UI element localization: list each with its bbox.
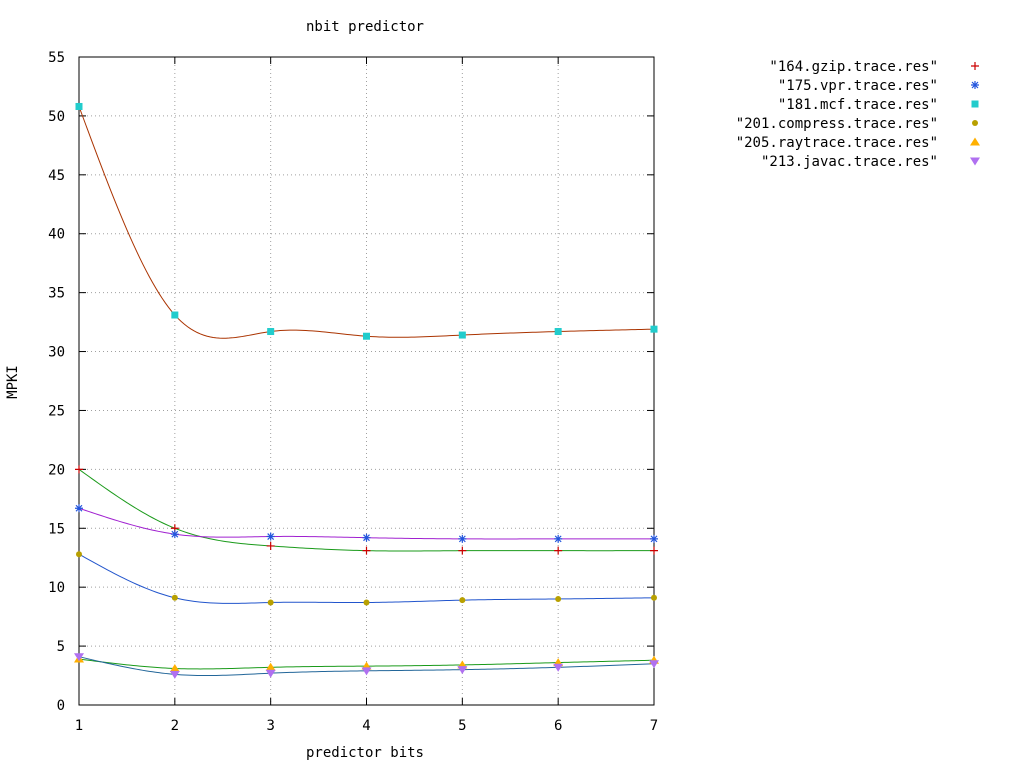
data-point-square <box>458 331 466 339</box>
series-curves <box>78 106 655 677</box>
data-point-asterisk <box>266 532 275 541</box>
data-point-asterisk <box>362 533 371 542</box>
data-point-circle <box>363 599 370 606</box>
data-point-circle <box>76 551 82 558</box>
y-tick-label: 5 <box>57 639 65 655</box>
y-tick-label: 0 <box>57 698 65 714</box>
data-point-square <box>554 328 562 336</box>
data-point-circle <box>555 595 562 602</box>
data-point-triangle-up <box>169 663 180 672</box>
data-point-triangle-down <box>457 666 468 675</box>
data-point-plus <box>554 546 563 555</box>
y-tick-label: 35 <box>48 286 65 302</box>
y-tick-label: 45 <box>48 168 65 184</box>
x-tick-label: 1 <box>75 718 83 734</box>
data-point-square <box>971 100 979 108</box>
x-tick-label: 2 <box>171 718 179 734</box>
chart-title: nbit predictor <box>306 19 424 35</box>
y-tick-label: 40 <box>48 227 65 243</box>
legend-label: "175.vpr.trace.res" <box>778 78 938 94</box>
data-point-triangle-down <box>74 653 84 662</box>
y-tick-label: 25 <box>48 403 65 419</box>
data-point-triangle-up <box>970 137 980 146</box>
data-point-triangle-down <box>649 660 659 669</box>
data-point-triangle-down <box>265 669 276 678</box>
data-point-plus <box>458 546 467 555</box>
data-point-asterisk <box>554 534 563 543</box>
data-point-circle <box>459 597 466 604</box>
x-tick-label: 5 <box>458 718 466 734</box>
y-tick-label: 15 <box>48 521 65 537</box>
legend-label: "181.mcf.trace.res" <box>778 97 938 113</box>
legend-label: "164.gzip.trace.res" <box>769 59 938 75</box>
data-point-square <box>363 332 370 340</box>
legend-label: "213.javac.trace.res" <box>761 154 938 170</box>
legend: "164.gzip.trace.res" "175.vpr.trace.res" "… <box>736 59 980 170</box>
data-point-square <box>267 328 275 336</box>
x-axis-label: predictor bits <box>306 745 424 761</box>
data-point-circle <box>171 594 178 601</box>
y-tick-label: 10 <box>48 580 65 596</box>
x-tick-label: 6 <box>554 718 562 734</box>
data-point-triangle-down <box>169 670 180 679</box>
legend-label: "201.compress.trace.res" <box>736 116 938 132</box>
data-point-asterisk <box>75 504 83 513</box>
data-point-plus <box>75 465 83 474</box>
data-point-square <box>650 325 658 333</box>
plot-frame <box>78 56 655 706</box>
data-point-square <box>75 102 83 110</box>
legend-label: "205.raytrace.trace.res" <box>736 135 938 151</box>
y-tick-label: 50 <box>48 109 65 125</box>
data-point-plus <box>650 546 658 555</box>
data-point-square <box>171 311 179 319</box>
y-tick-label: 55 <box>48 50 65 66</box>
data-point-triangle-up <box>265 662 276 671</box>
data-point-plus <box>362 546 371 555</box>
y-axis-label: MPKI <box>5 365 21 399</box>
data-point-circle <box>267 599 274 606</box>
data-point-plus <box>971 62 979 70</box>
data-point-circle <box>972 120 978 126</box>
data-point-asterisk <box>170 530 179 539</box>
grid <box>79 57 654 705</box>
data-point-triangle-down <box>553 663 564 672</box>
data-point-asterisk <box>458 534 467 543</box>
data-point-triangle-down <box>361 667 372 676</box>
x-tick-label: 3 <box>266 718 274 734</box>
data-point-circle <box>651 594 657 601</box>
x-tick-label: 7 <box>650 718 658 734</box>
y-tick-label: 20 <box>48 462 65 478</box>
data-point-plus <box>266 541 275 550</box>
data-point-asterisk <box>971 81 979 89</box>
data-point-triangle-down <box>970 157 980 166</box>
x-tick-label: 4 <box>362 718 370 734</box>
y-tick-label: 30 <box>48 345 65 361</box>
series-markers <box>74 102 659 679</box>
data-point-asterisk <box>650 534 658 543</box>
